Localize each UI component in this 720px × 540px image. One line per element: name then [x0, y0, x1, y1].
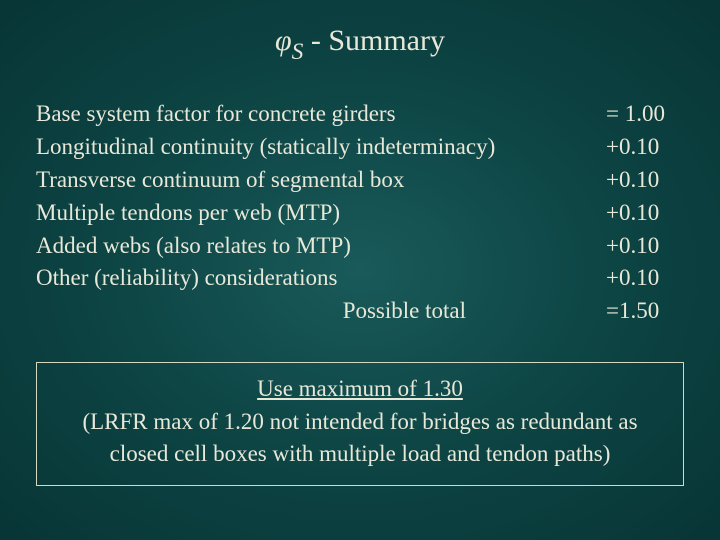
slide-title: φS - Summary	[36, 24, 684, 64]
factor-row: Longitudinal continuity (statically inde…	[36, 131, 684, 164]
factor-label: Transverse continuum of segmental box	[36, 164, 606, 197]
total-value: =1.50	[606, 295, 684, 328]
factor-list: Base system factor for concrete girders …	[36, 98, 684, 328]
factor-row: Added webs (also relates to MTP) +0.10	[36, 230, 684, 263]
factor-label: Multiple tendons per web (MTP)	[36, 197, 606, 230]
factor-label: Other (reliability) considerations	[36, 262, 606, 295]
phi-symbol: φ	[275, 24, 292, 57]
factor-label: Added webs (also relates to MTP)	[36, 230, 606, 263]
factor-value: = 1.00	[606, 98, 684, 131]
factor-label: Longitudinal continuity (statically inde…	[36, 131, 606, 164]
recommendation-headline: Use maximum of 1.30	[55, 373, 665, 406]
factor-row: Transverse continuum of segmental box +0…	[36, 164, 684, 197]
factor-value: +0.10	[606, 262, 684, 295]
factor-value: +0.10	[606, 164, 684, 197]
total-row: Possible total =1.50	[36, 295, 684, 328]
factor-value: +0.10	[606, 230, 684, 263]
phi-subscript: S	[292, 39, 304, 65]
total-label: Possible total	[36, 295, 606, 328]
factor-row: Base system factor for concrete girders …	[36, 98, 684, 131]
recommendation-box: Use maximum of 1.30 (LRFR max of 1.20 no…	[36, 362, 684, 486]
factor-value: +0.10	[606, 197, 684, 230]
factor-value: +0.10	[606, 131, 684, 164]
recommendation-body: (LRFR max of 1.20 not intended for bridg…	[55, 406, 665, 471]
factor-row: Other (reliability) considerations +0.10	[36, 262, 684, 295]
title-rest: - Summary	[303, 24, 445, 57]
factor-label: Base system factor for concrete girders	[36, 98, 606, 131]
factor-row: Multiple tendons per web (MTP) +0.10	[36, 197, 684, 230]
